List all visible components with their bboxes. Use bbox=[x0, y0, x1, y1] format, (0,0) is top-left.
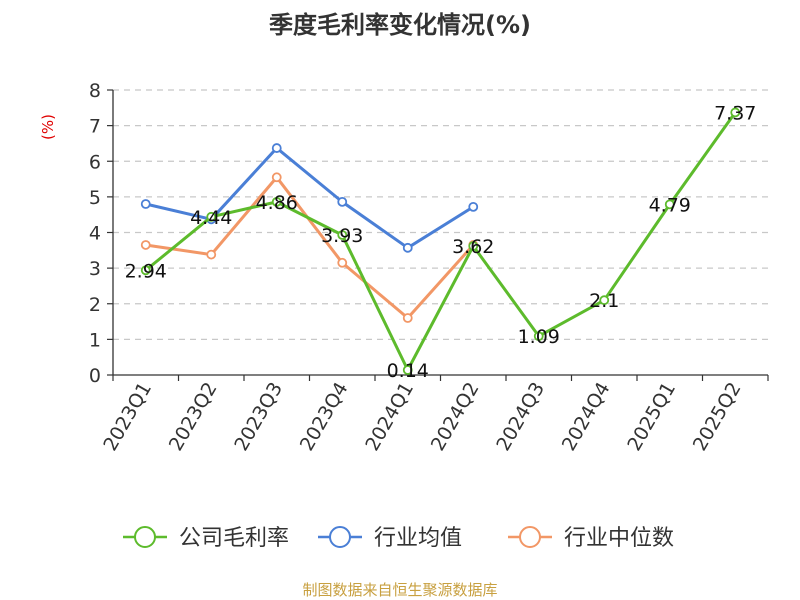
data-label: 3.62 bbox=[452, 236, 494, 258]
data-point bbox=[140, 199, 151, 209]
x-tick-label: 2024Q2 bbox=[427, 379, 484, 455]
y-tick-label: 7 bbox=[89, 116, 101, 138]
y-tick-label: 8 bbox=[89, 80, 101, 102]
data-point bbox=[402, 242, 413, 253]
legend-marker bbox=[519, 526, 541, 548]
data-label: 4.79 bbox=[649, 194, 691, 216]
legend-marker bbox=[329, 526, 351, 548]
y-tick-label: 6 bbox=[89, 151, 101, 173]
series-0 bbox=[140, 107, 741, 375]
x-tick-label: 2025Q1 bbox=[623, 379, 680, 455]
data-point bbox=[599, 295, 610, 306]
series-line bbox=[145, 146, 475, 250]
legend-label: 行业中位数 bbox=[564, 526, 674, 551]
data-point bbox=[337, 196, 348, 207]
data-point bbox=[271, 172, 282, 183]
data-point bbox=[140, 240, 151, 250]
data-point bbox=[402, 365, 413, 375]
data-point bbox=[206, 211, 217, 222]
data-label: 7.37 bbox=[714, 102, 756, 124]
data-point bbox=[337, 257, 348, 268]
chart-title: 季度毛利率变化情况(%) bbox=[269, 11, 531, 39]
y-tick-label: 4 bbox=[89, 223, 101, 245]
data-point bbox=[271, 196, 282, 207]
y-axis-label: (%) bbox=[39, 114, 57, 140]
data-label: 3.93 bbox=[321, 225, 363, 247]
data-point bbox=[730, 107, 741, 118]
x-tick-label: 2023Q4 bbox=[296, 379, 353, 455]
series-group bbox=[140, 107, 741, 375]
data-point bbox=[533, 331, 544, 342]
y-tick-label: 0 bbox=[89, 365, 101, 387]
series-2 bbox=[140, 172, 479, 323]
y-tick-label: 2 bbox=[89, 294, 101, 316]
x-tick-label: 2024Q1 bbox=[361, 379, 418, 455]
data-point bbox=[140, 265, 151, 276]
source-note: 制图数据来自恒生聚源数据库 bbox=[302, 581, 497, 599]
data-label: 2.1 bbox=[589, 290, 619, 312]
x-tick-label: 2024Q4 bbox=[558, 379, 615, 455]
data-point bbox=[468, 241, 479, 251]
series-line bbox=[145, 175, 475, 320]
x-tick-label: 2025Q2 bbox=[689, 379, 746, 455]
x-tick-label: 2024Q3 bbox=[492, 379, 549, 455]
series-1 bbox=[140, 143, 479, 253]
x-tick-label: 2023Q3 bbox=[230, 379, 287, 455]
y-tick-label: 1 bbox=[89, 329, 101, 351]
legend-label: 行业均值 bbox=[374, 526, 462, 551]
y-tick-label: 5 bbox=[89, 187, 101, 209]
data-label: 0.14 bbox=[387, 360, 429, 382]
data-label: 1.09 bbox=[518, 326, 560, 348]
data-label: 4.44 bbox=[190, 207, 232, 229]
data-labels: 2.94 4.44 4.86 3.93 0.14 3.62 1.09 2.1 4.79 7.37 bbox=[125, 102, 757, 382]
x-tick-label: 2023Q1 bbox=[99, 379, 156, 455]
data-point bbox=[468, 201, 479, 212]
y-tick-label: 3 bbox=[89, 258, 101, 280]
data-label: 4.86 bbox=[256, 192, 298, 214]
legend-marker bbox=[134, 526, 156, 548]
legend-label: 公司毛利率 bbox=[179, 526, 289, 551]
data-point bbox=[402, 313, 413, 323]
data-point bbox=[271, 143, 282, 153]
series-line bbox=[144, 111, 737, 372]
data-point bbox=[206, 249, 217, 260]
data-point bbox=[337, 230, 348, 240]
data-label: 2.94 bbox=[125, 260, 167, 282]
legend: 公司毛利率 行业均值 行业中位数 bbox=[123, 526, 674, 551]
data-point bbox=[664, 199, 675, 210]
x-tick-label: 2023Q2 bbox=[165, 379, 222, 455]
